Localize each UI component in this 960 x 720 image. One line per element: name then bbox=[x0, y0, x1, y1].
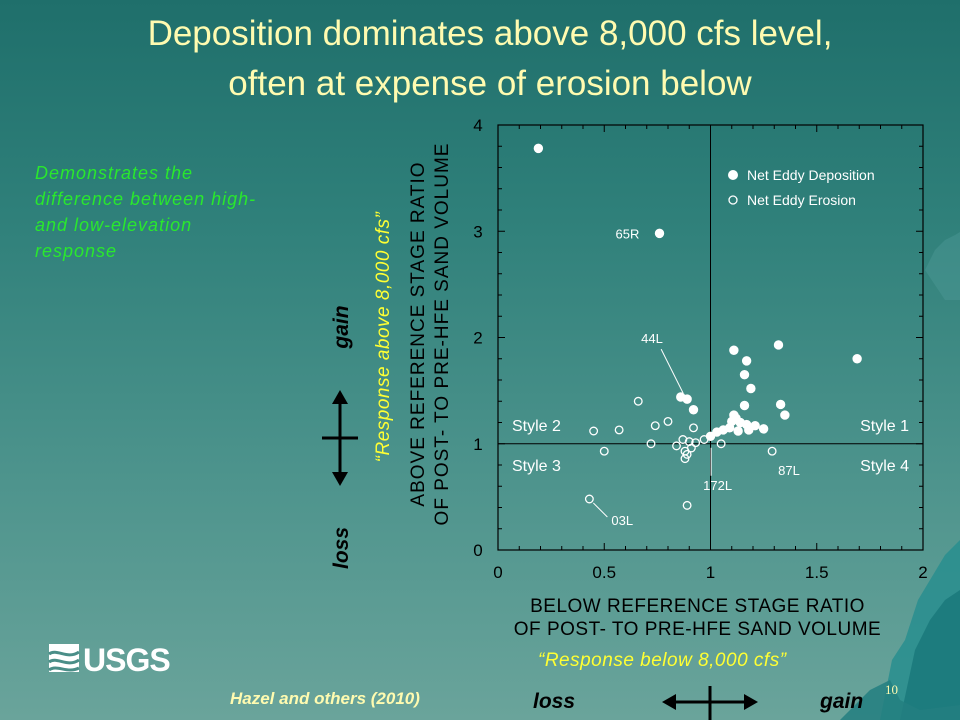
data-point-deposition bbox=[775, 399, 786, 410]
data-point-deposition bbox=[739, 369, 750, 380]
legend-marker-erosion bbox=[728, 195, 738, 205]
data-point-deposition bbox=[758, 424, 769, 434]
citation: Hazel and others (2010) bbox=[230, 689, 420, 708]
annotation-label-65r: 65R bbox=[616, 226, 640, 241]
data-point-deposition bbox=[746, 383, 756, 394]
data-point-erosion bbox=[584, 494, 594, 504]
annotation-leader-line bbox=[660, 348, 684, 394]
slide-title-line-1: Deposition dominates above 8,000 cfs lev… bbox=[147, 14, 833, 53]
data-point-erosion bbox=[599, 446, 609, 456]
annotation-leader-line bbox=[593, 502, 608, 518]
y-tick-label: 2 bbox=[473, 329, 482, 348]
y-tick-label: 1 bbox=[473, 435, 482, 454]
y-tick-label: 3 bbox=[473, 222, 482, 241]
data-point-deposition bbox=[739, 400, 750, 411]
data-point-erosion bbox=[650, 421, 660, 431]
data-point-deposition bbox=[733, 426, 743, 436]
quadrant-label-style-4: Style 4 bbox=[860, 458, 909, 475]
response-below-label: “Response below 8,000 cfs” bbox=[538, 650, 787, 671]
quadrant-label-style-3: Style 3 bbox=[512, 458, 561, 475]
annotation-label-87l: 87L bbox=[778, 463, 800, 478]
legend-label-erosion: Net Eddy Erosion bbox=[747, 192, 856, 208]
legend-label-deposition: Net Eddy Deposition bbox=[747, 167, 875, 183]
data-point-erosion bbox=[682, 449, 692, 459]
x-axis-title-line-2: OF POST- TO PRE-HFE SAND VOLUME bbox=[513, 619, 882, 640]
data-point-deposition bbox=[729, 345, 739, 355]
data-point-deposition bbox=[741, 356, 752, 366]
annotation-label-03l: 03L bbox=[611, 513, 633, 528]
annotation-label-44l: 44L bbox=[641, 331, 663, 346]
y-arrow-loss-label: loss bbox=[330, 526, 353, 570]
usgs-logo: USGS bbox=[47, 640, 177, 681]
x-loss-gain-arrow bbox=[662, 686, 758, 720]
x-tick-label: 0 bbox=[493, 563, 502, 582]
x-tick-label: 2 bbox=[918, 563, 927, 582]
data-point-erosion bbox=[633, 396, 643, 406]
usgs-logo-mark: USGS bbox=[48, 642, 171, 678]
annotation-label-172l: 172L bbox=[703, 478, 732, 493]
data-point-deposition bbox=[682, 394, 692, 404]
data-point-erosion bbox=[663, 416, 673, 426]
quadrant-label-style-2: Style 2 bbox=[512, 418, 561, 435]
data-point-erosion bbox=[691, 438, 701, 448]
slide-title-line-2: often at expense of erosion below bbox=[228, 64, 752, 103]
data-point-deposition bbox=[852, 354, 862, 364]
data-point-deposition bbox=[744, 425, 754, 435]
y-tick-label: 4 bbox=[473, 116, 482, 135]
data-point-deposition bbox=[705, 431, 716, 442]
quadrant-label-style-1: Style 1 bbox=[860, 418, 909, 435]
data-point-erosion bbox=[646, 439, 656, 449]
data-point-erosion bbox=[589, 426, 599, 436]
y-gain-loss-arrow bbox=[322, 390, 358, 486]
data-point-deposition bbox=[712, 427, 722, 437]
data-point-deposition bbox=[688, 405, 699, 415]
scatter-chart: 0 0.5 1 1.5 2 0 1 2 3 4 Style 2 Style 1 Style 3 Style… bbox=[473, 116, 927, 582]
explanatory-note: Demonstrates the difference between high… bbox=[35, 163, 257, 261]
y-tick-label: 0 bbox=[473, 541, 482, 560]
data-point-erosion bbox=[614, 425, 624, 435]
data-point-deposition bbox=[654, 228, 665, 239]
legend-marker-deposition bbox=[728, 170, 738, 180]
y-axis-title-line-1: ABOVE REFERENCE STAGE RATIO bbox=[408, 161, 429, 507]
y-axis-title-line-2: OF POST- TO PRE-HFE SAND VOLUME bbox=[432, 142, 453, 526]
x-tick-label: 1.5 bbox=[805, 563, 829, 582]
x-tick-label: 1 bbox=[706, 563, 715, 582]
data-point-deposition bbox=[780, 410, 790, 420]
data-point-erosion bbox=[682, 500, 692, 510]
x-arrow-gain-label: gain bbox=[820, 690, 864, 713]
data-point-erosion bbox=[672, 441, 681, 451]
data-point-erosion bbox=[689, 423, 698, 433]
data-point-erosion bbox=[716, 439, 726, 449]
x-tick-label: 0.5 bbox=[592, 563, 616, 582]
data-point-erosion bbox=[767, 446, 777, 456]
data-point-deposition bbox=[533, 143, 544, 154]
response-above-label: “Response above 8,000 cfs” bbox=[373, 211, 394, 463]
data-point-deposition bbox=[750, 420, 760, 431]
y-arrow-gain-label: gain bbox=[330, 305, 353, 349]
page-number: 10 bbox=[885, 682, 898, 697]
x-axis-title-line-1: BELOW REFERENCE STAGE RATIO bbox=[530, 596, 865, 617]
x-arrow-loss-label: loss bbox=[533, 690, 576, 713]
svg-text:USGS: USGS bbox=[83, 642, 170, 676]
data-point-deposition bbox=[773, 340, 784, 350]
